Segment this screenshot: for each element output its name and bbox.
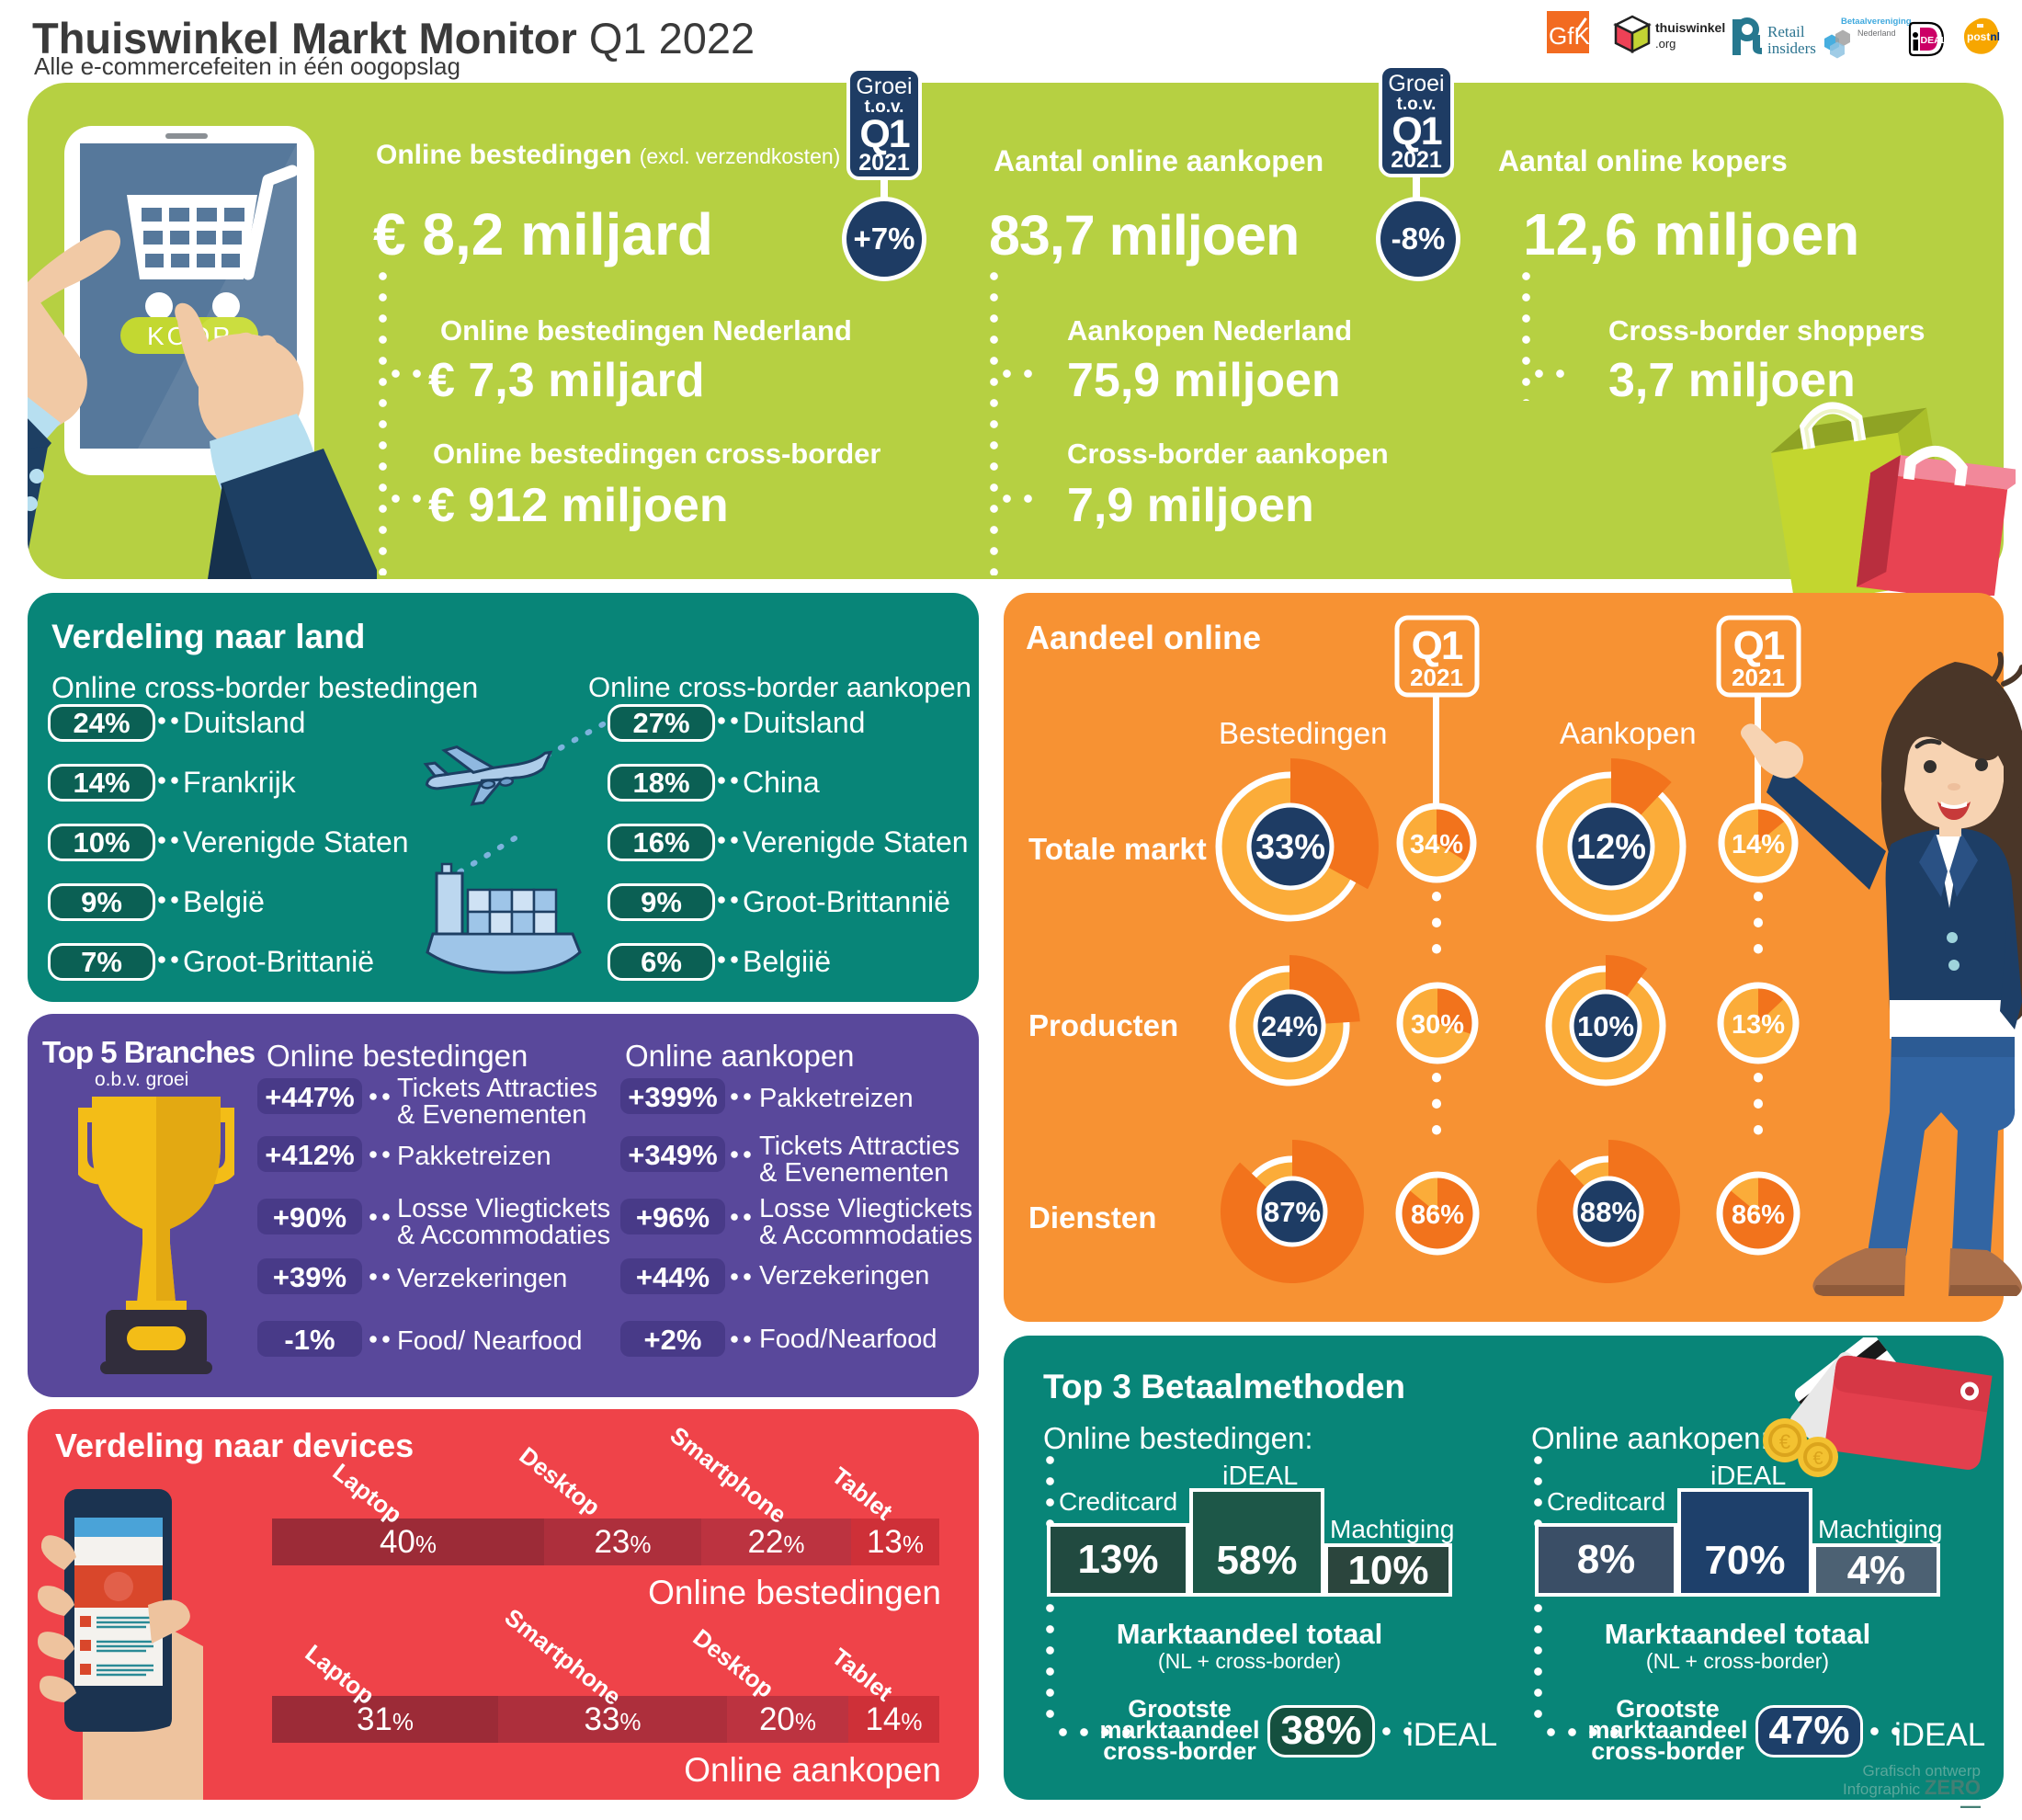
svg-text:14%: 14%: [1732, 830, 1785, 859]
svg-text:€: €: [1812, 1449, 1823, 1469]
svg-text:87%: 87%: [1264, 1196, 1321, 1228]
svg-text:Nederland: Nederland: [1857, 28, 1896, 38]
svg-text:34%: 34%: [1410, 830, 1463, 859]
svg-text:Q1: Q1: [1412, 623, 1463, 668]
svg-text:€: €: [1779, 1430, 1790, 1453]
svg-text:86%: 86%: [1732, 1200, 1785, 1230]
svg-text:postnl: postnl: [1967, 30, 2000, 43]
svg-text:13%: 13%: [1732, 1010, 1785, 1040]
svg-text:.org: .org: [1655, 37, 1676, 51]
svg-text:DEAL: DEAL: [1921, 35, 1948, 46]
svg-text:Retail: Retail: [1767, 23, 1805, 40]
svg-text:2021: 2021: [1410, 664, 1463, 691]
svg-text:2021: 2021: [1732, 664, 1785, 691]
svg-text:24%: 24%: [1261, 1010, 1318, 1042]
svg-text:thuiswinkel: thuiswinkel: [1655, 20, 1725, 35]
svg-text:Q1: Q1: [1733, 623, 1785, 668]
svg-text:Betaalvereniging: Betaalvereniging: [1841, 17, 1912, 27]
svg-text:12%: 12%: [1576, 828, 1646, 867]
svg-text:30%: 30%: [1411, 1010, 1464, 1040]
svg-text:33%: 33%: [1255, 828, 1325, 867]
svg-text:88%: 88%: [1580, 1196, 1637, 1228]
svg-text:10%: 10%: [1577, 1010, 1634, 1042]
svg-text:GfK: GfK: [1549, 22, 1590, 50]
svg-text:insiders: insiders: [1767, 40, 1816, 57]
svg-text:86%: 86%: [1411, 1200, 1464, 1230]
